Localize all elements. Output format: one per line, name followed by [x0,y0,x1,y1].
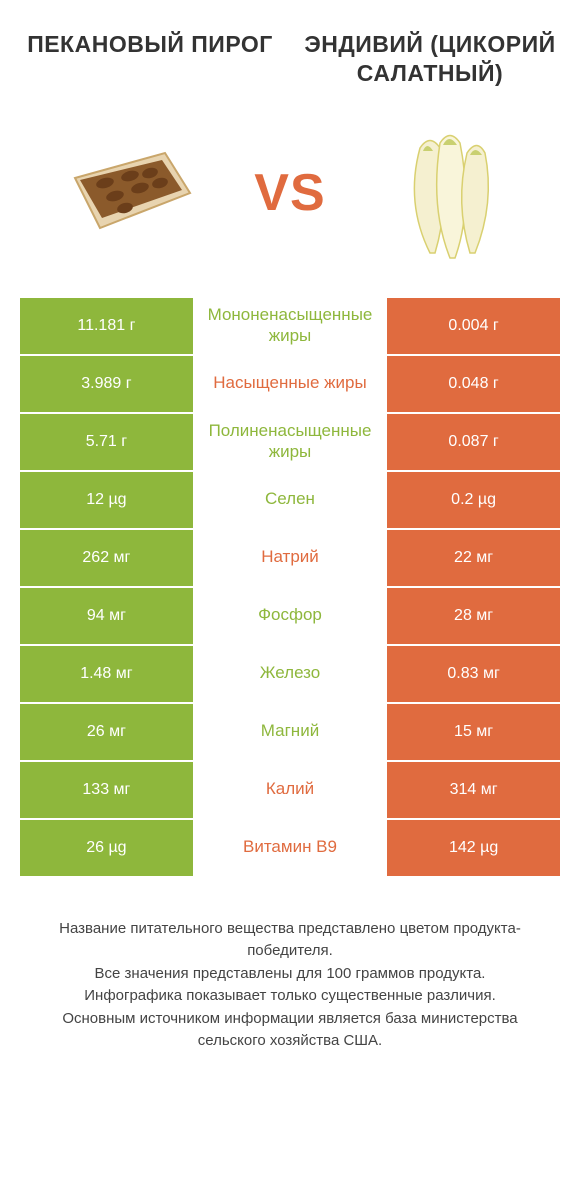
comparison-table: 11.181 гМононенасыщенные жиры0.004 г3.98… [20,298,560,878]
value-left: 26 мг [20,704,193,760]
value-left: 12 µg [20,472,193,528]
table-row: 262 мгНатрий22 мг [20,530,560,588]
title-right: ЭНДИВИЙ (ЦИКОРИЙ САЛАТНЫЙ) [300,30,560,88]
footer-line: Название питательного вещества представл… [30,918,550,963]
value-left: 11.181 г [20,298,193,354]
header: ПЕКАНОВЫЙ ПИРОГ ЭНДИВИЙ (ЦИКОРИЙ САЛАТНЫ… [0,0,580,98]
value-right: 0.2 µg [387,472,560,528]
value-right: 0.004 г [387,298,560,354]
vs-label: VS [254,163,325,223]
nutrient-label: Натрий [193,530,387,586]
footer-line: Основным источником информации является … [30,1008,550,1053]
food-image-left [55,118,205,268]
table-row: 11.181 гМононенасыщенные жиры0.004 г [20,298,560,356]
nutrient-label: Селен [193,472,387,528]
value-right: 22 мг [387,530,560,586]
nutrient-label: Насыщенные жиры [193,356,387,412]
nutrient-label: Фосфор [193,588,387,644]
table-row: 26 мгМагний15 мг [20,704,560,762]
value-left: 26 µg [20,820,193,876]
footer-note: Название питательного вещества представл… [0,878,580,1073]
value-right: 142 µg [387,820,560,876]
nutrient-label: Магний [193,704,387,760]
table-row: 26 µgВитамин B9142 µg [20,820,560,878]
value-left: 3.989 г [20,356,193,412]
value-right: 28 мг [387,588,560,644]
nutrient-label: Полиненасыщенные жиры [193,414,387,470]
value-left: 94 мг [20,588,193,644]
nutrient-label: Калий [193,762,387,818]
footer-line: Инфографика показывает только существенн… [30,985,550,1008]
footer-line: Все значения представлены для 100 граммо… [30,963,550,986]
table-row: 12 µgСелен0.2 µg [20,472,560,530]
table-row: 5.71 гПолиненасыщенные жиры0.087 г [20,414,560,472]
value-right: 0.83 мг [387,646,560,702]
table-row: 94 мгФосфор28 мг [20,588,560,646]
value-right: 0.048 г [387,356,560,412]
title-left: ПЕКАНОВЫЙ ПИРОГ [20,30,280,88]
endive-icon [385,123,515,263]
value-right: 0.087 г [387,414,560,470]
nutrient-label: Железо [193,646,387,702]
value-left: 1.48 мг [20,646,193,702]
table-row: 3.989 гНасыщенные жиры0.048 г [20,356,560,414]
pecan-pie-icon [60,138,200,248]
food-image-right [375,118,525,268]
nutrient-label: Витамин B9 [193,820,387,876]
value-left: 133 мг [20,762,193,818]
table-row: 133 мгКалий314 мг [20,762,560,820]
value-left: 5.71 г [20,414,193,470]
vs-section: VS [0,98,580,298]
value-right: 314 мг [387,762,560,818]
table-row: 1.48 мгЖелезо0.83 мг [20,646,560,704]
value-left: 262 мг [20,530,193,586]
nutrient-label: Мононенасыщенные жиры [193,298,387,354]
value-right: 15 мг [387,704,560,760]
